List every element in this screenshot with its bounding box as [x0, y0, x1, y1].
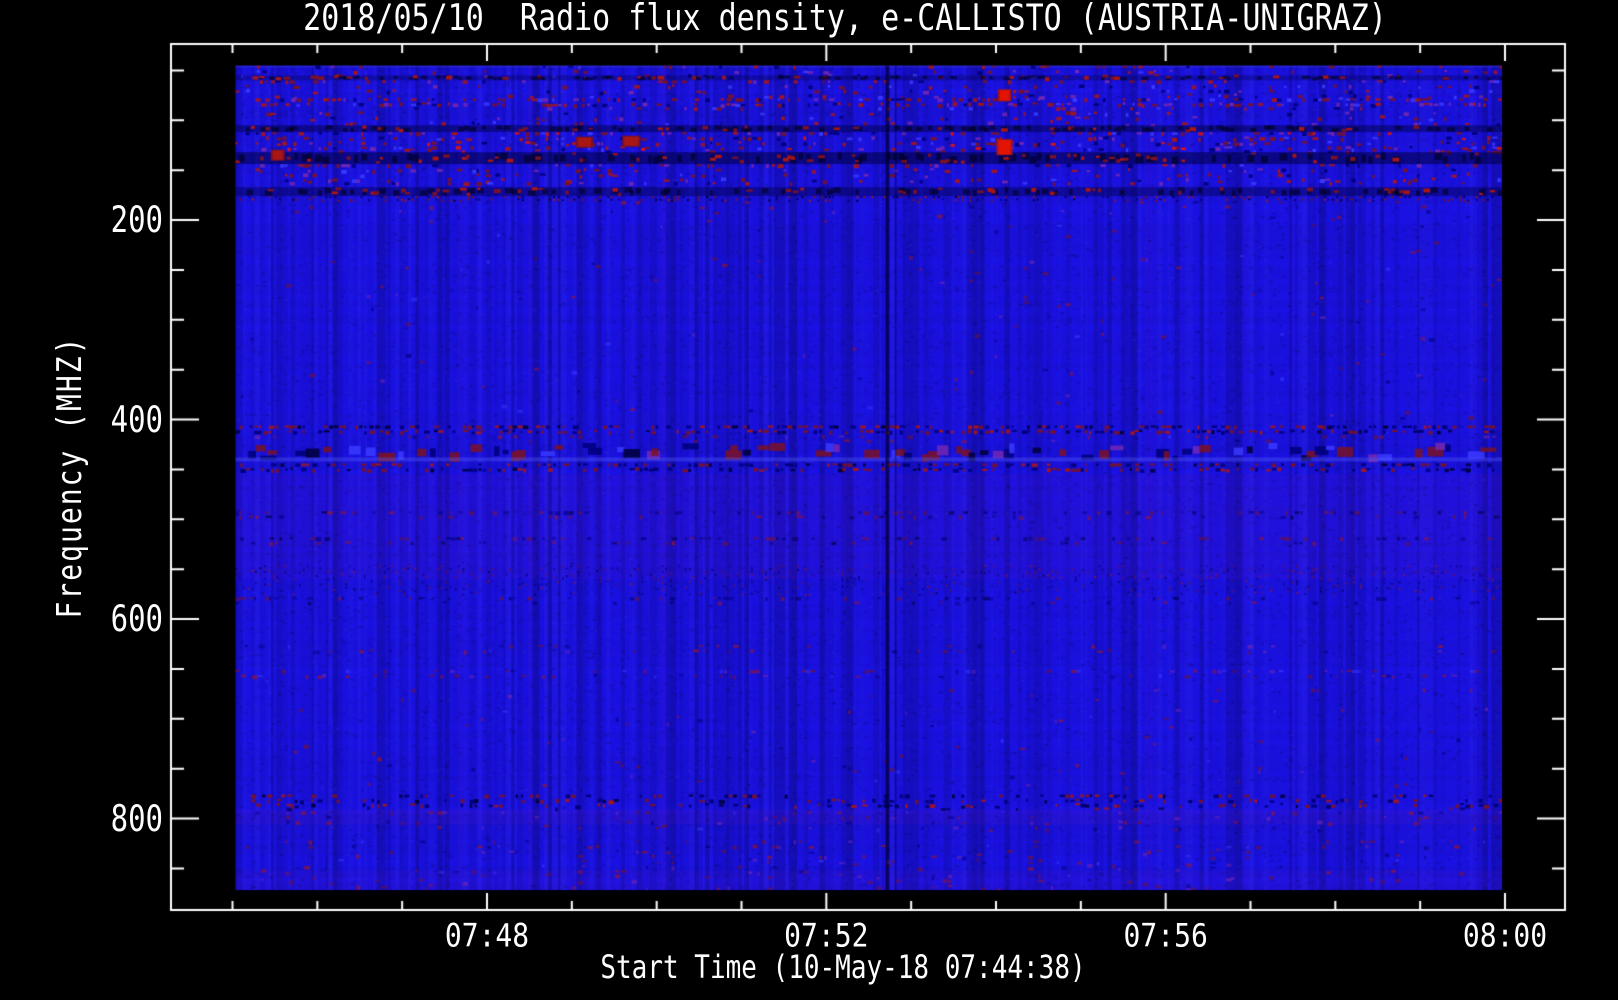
x-axis-label: Start Time (10-May-18 07:44:38) — [600, 949, 1086, 987]
y-tick-label: 200 — [110, 198, 163, 241]
y-tick-label: 400 — [110, 397, 163, 441]
y-tick-label: 800 — [110, 796, 163, 840]
x-tick-label: 07:52 — [784, 916, 869, 955]
chart-title: 2018/05/10 Radio flux density, e-CALLIST… — [303, 0, 1387, 40]
y-axis-label: Frequency (MHZ) — [49, 335, 90, 619]
x-tick-label: 08:00 — [1462, 916, 1548, 955]
y-tick-label: 600 — [110, 597, 163, 640]
x-tick-label: 07:48 — [444, 916, 530, 955]
x-tick-label: 07:56 — [1123, 916, 1208, 955]
